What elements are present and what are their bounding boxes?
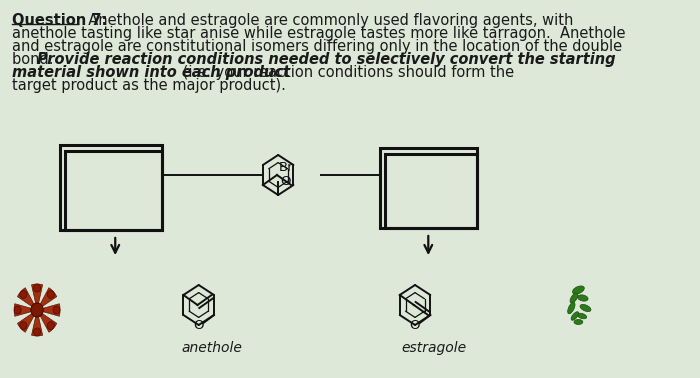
- Ellipse shape: [578, 313, 587, 319]
- Ellipse shape: [570, 293, 578, 303]
- Text: and estragole are constitutional isomers differing only in the location of the d: and estragole are constitutional isomers…: [13, 39, 622, 54]
- Text: anethole: anethole: [181, 341, 242, 355]
- Text: O: O: [193, 319, 203, 332]
- Wedge shape: [37, 310, 57, 332]
- Text: Provide reaction conditions needed to selectively convert the starting: Provide reaction conditions needed to se…: [37, 52, 616, 67]
- Circle shape: [48, 290, 55, 299]
- Ellipse shape: [571, 312, 579, 320]
- Bar: [385, 154, 477, 228]
- Circle shape: [34, 328, 41, 336]
- Text: O: O: [280, 175, 290, 188]
- Wedge shape: [14, 304, 37, 316]
- Wedge shape: [32, 310, 43, 336]
- Circle shape: [14, 306, 21, 314]
- Ellipse shape: [568, 302, 575, 314]
- Ellipse shape: [574, 319, 583, 324]
- Ellipse shape: [573, 286, 584, 294]
- Circle shape: [48, 322, 55, 330]
- Text: (i.e. your reaction conditions should form the: (i.e. your reaction conditions should fo…: [178, 65, 514, 80]
- Text: Br: Br: [279, 161, 293, 174]
- Text: Anethole and estragole are commonly used flavoring agents, with: Anethole and estragole are commonly used…: [80, 13, 574, 28]
- Wedge shape: [37, 288, 57, 310]
- Wedge shape: [18, 288, 37, 310]
- Text: estragole: estragole: [402, 341, 467, 355]
- Bar: [65, 151, 162, 230]
- Circle shape: [34, 284, 41, 292]
- Bar: [60, 145, 162, 230]
- Text: target product as the major product).: target product as the major product).: [13, 78, 286, 93]
- Text: anethole tasting like star anise while estragole tastes more like tarragon.  Ane: anethole tasting like star anise while e…: [13, 26, 626, 41]
- Circle shape: [20, 290, 27, 299]
- Text: bond.: bond.: [13, 52, 63, 67]
- Text: Question 7:: Question 7:: [13, 13, 108, 28]
- Circle shape: [31, 303, 43, 317]
- Wedge shape: [18, 310, 37, 332]
- Text: O: O: [409, 319, 419, 332]
- Circle shape: [20, 322, 27, 330]
- Ellipse shape: [578, 295, 588, 301]
- Text: material shown into each product: material shown into each product: [13, 65, 290, 80]
- Circle shape: [53, 306, 60, 314]
- Wedge shape: [37, 304, 60, 316]
- Wedge shape: [32, 284, 43, 310]
- Bar: [379, 148, 477, 228]
- Ellipse shape: [580, 304, 591, 311]
